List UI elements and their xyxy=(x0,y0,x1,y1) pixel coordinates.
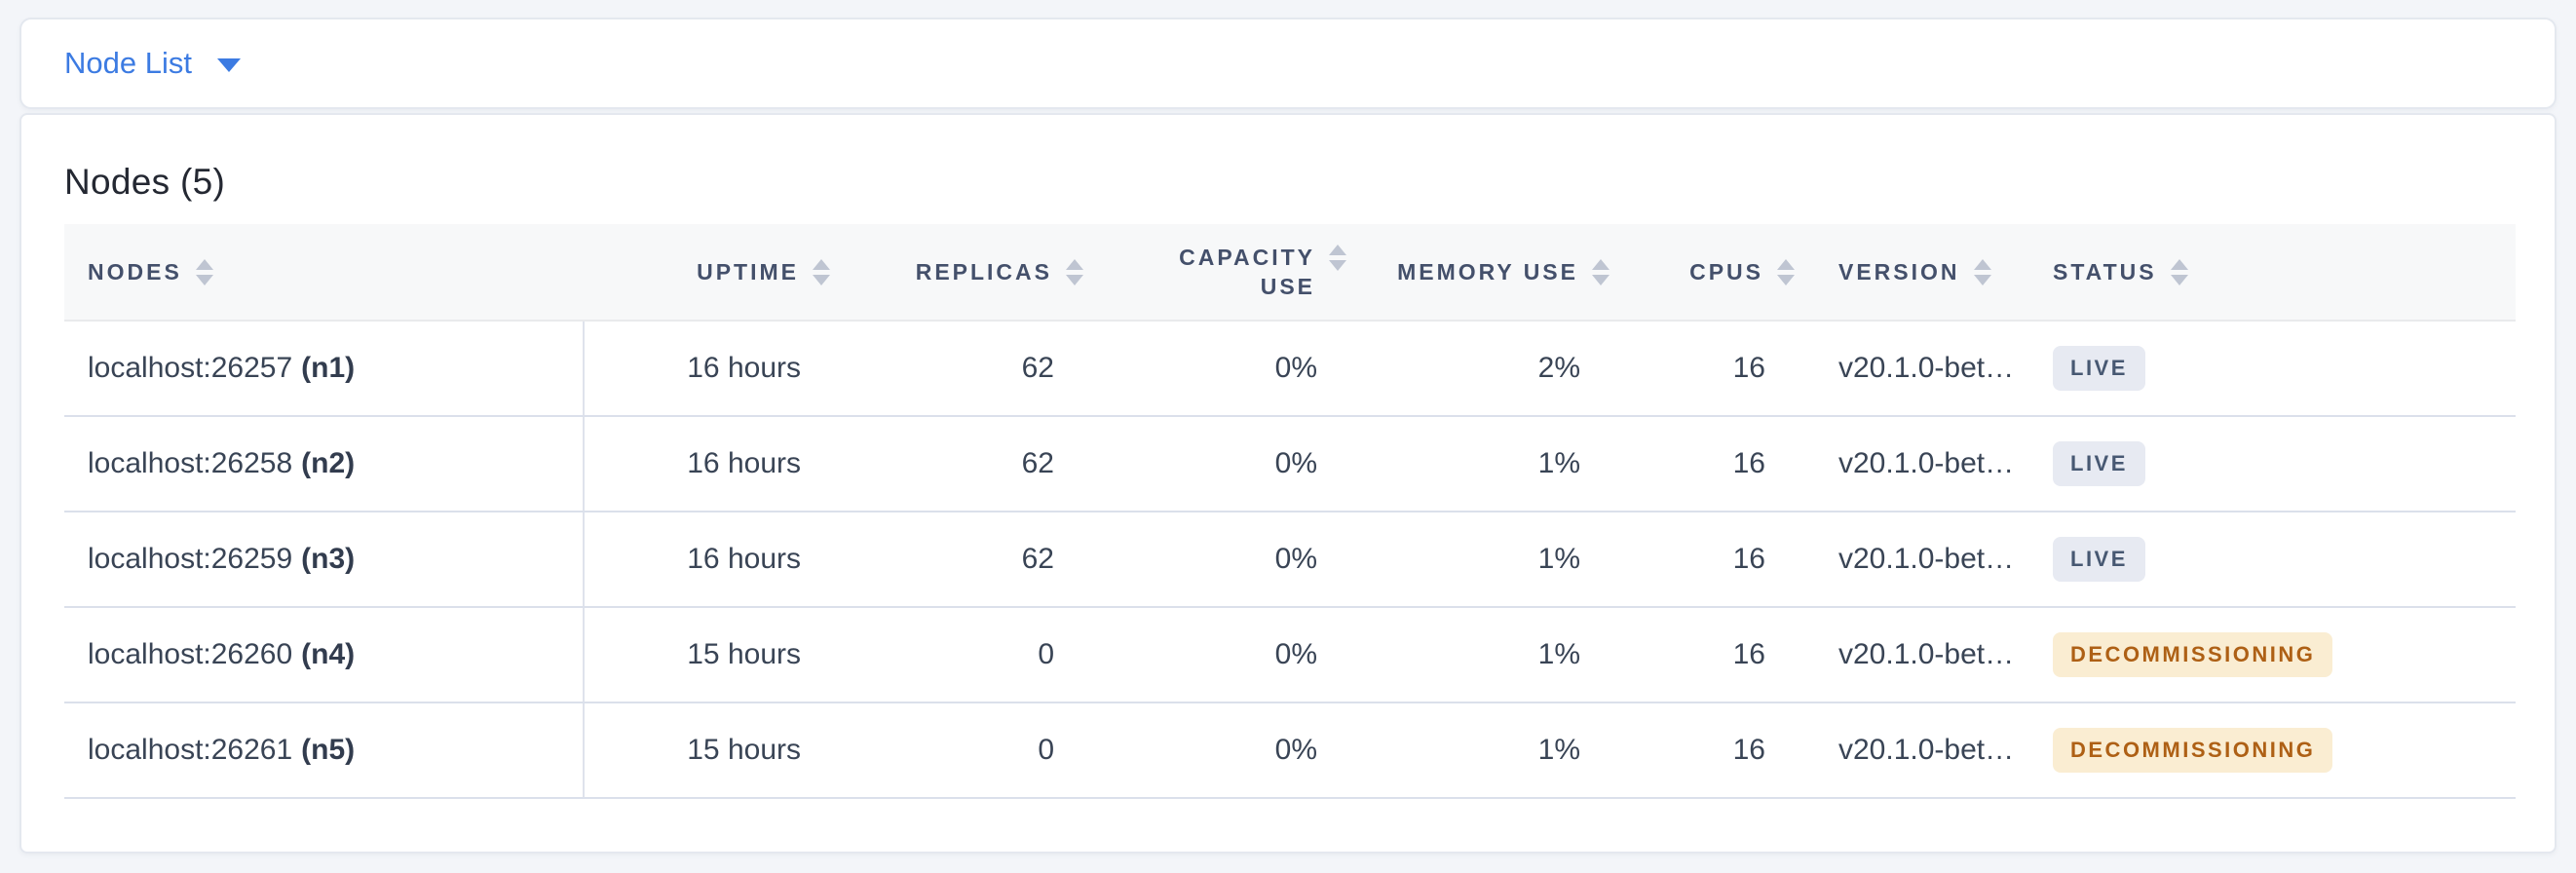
column-header-replicas[interactable]: REPLICAS xyxy=(840,224,1093,322)
status-badge: LIVE xyxy=(2053,441,2145,486)
uptime-cell: 16 hours xyxy=(584,512,840,608)
column-header-memory-use[interactable]: MEMORY USE xyxy=(1356,224,1619,322)
cpus-cell: 16 xyxy=(1619,607,1804,703)
status-cell: LIVE xyxy=(2033,512,2516,608)
capacity-use-cell: 0% xyxy=(1093,321,1356,417)
uptime-cell: 15 hours xyxy=(584,702,840,799)
page: Node List Nodes (5) NODES xyxy=(19,18,2557,854)
nodes-card: Nodes (5) NODES UPTIME xyxy=(19,113,2557,854)
status-cell: DECOMMISSIONING xyxy=(2033,702,2516,799)
capacity-use-cell: 0% xyxy=(1093,512,1356,608)
node-address-cell[interactable]: localhost:26258 (n2) xyxy=(64,416,585,512)
nodes-table: NODES UPTIME REPLICAS xyxy=(64,224,2516,799)
table-row: localhost:26260 (n4) 15 hours 0 0% 1% 16 … xyxy=(64,607,2516,703)
status-badge: DECOMMISSIONING xyxy=(2053,728,2333,773)
memory-use-cell: 1% xyxy=(1356,702,1619,799)
node-address-cell[interactable]: localhost:26259 (n3) xyxy=(64,512,585,608)
column-header-uptime[interactable]: UPTIME xyxy=(584,224,840,322)
memory-use-cell: 1% xyxy=(1356,607,1619,703)
view-selector-bar: Node List xyxy=(19,18,2557,109)
table-row: localhost:26258 (n2) 16 hours 62 0% 1% 16… xyxy=(64,416,2516,512)
cpus-cell: 16 xyxy=(1619,416,1804,512)
version-cell: v20.1.0-bet… xyxy=(1804,416,2033,512)
page-title: Nodes (5) xyxy=(64,162,226,202)
chevron-down-icon xyxy=(216,58,241,72)
version-cell: v20.1.0-bet… xyxy=(1804,702,2033,799)
capacity-use-cell: 0% xyxy=(1093,702,1356,799)
cpus-cell: 16 xyxy=(1619,512,1804,608)
version-cell: v20.1.0-bet… xyxy=(1804,321,2033,417)
sort-icon[interactable] xyxy=(2170,258,2188,285)
column-header-nodes[interactable]: NODES xyxy=(64,224,584,322)
table-row: localhost:26257 (n1) 16 hours 62 0% 2% 16… xyxy=(64,321,2516,417)
status-badge: LIVE xyxy=(2053,537,2145,582)
node-list-dropdown-label: Node List xyxy=(64,46,192,80)
capacity-use-cell: 0% xyxy=(1093,416,1356,512)
replicas-cell: 0 xyxy=(840,702,1093,799)
replicas-cell: 62 xyxy=(840,512,1093,608)
sort-icon[interactable] xyxy=(1592,258,1610,285)
sort-icon[interactable] xyxy=(1973,258,1991,285)
memory-use-cell: 1% xyxy=(1356,512,1619,608)
node-id: (n4) xyxy=(301,638,356,670)
memory-use-cell: 2% xyxy=(1356,321,1619,417)
sort-icon[interactable] xyxy=(1329,245,1346,271)
table-row: localhost:26261 (n5) 15 hours 0 0% 1% 16 … xyxy=(64,702,2516,799)
node-id: (n2) xyxy=(301,447,356,479)
node-list-dropdown[interactable]: Node List xyxy=(64,46,241,81)
cpus-cell: 16 xyxy=(1619,702,1804,799)
status-badge: DECOMMISSIONING xyxy=(2053,632,2333,677)
node-id: (n1) xyxy=(301,352,356,384)
node-address-cell[interactable]: localhost:26257 (n1) xyxy=(64,321,585,417)
status-cell: LIVE xyxy=(2033,321,2516,417)
column-header-cpus[interactable]: CPUS xyxy=(1619,224,1804,322)
replicas-cell: 0 xyxy=(840,607,1093,703)
uptime-cell: 15 hours xyxy=(584,607,840,703)
node-address-cell[interactable]: localhost:26261 (n5) xyxy=(64,702,585,799)
version-cell: v20.1.0-bet… xyxy=(1804,607,2033,703)
memory-use-cell: 1% xyxy=(1356,416,1619,512)
column-header-status[interactable]: STATUS xyxy=(2033,224,2516,322)
column-header-version[interactable]: VERSION xyxy=(1804,224,2033,322)
version-cell: v20.1.0-bet… xyxy=(1804,512,2033,608)
node-address-cell[interactable]: localhost:26260 (n4) xyxy=(64,607,585,703)
replicas-cell: 62 xyxy=(840,416,1093,512)
node-id: (n3) xyxy=(301,543,356,575)
sort-icon[interactable] xyxy=(1777,258,1795,285)
uptime-cell: 16 hours xyxy=(584,416,840,512)
status-cell: LIVE xyxy=(2033,416,2516,512)
sort-icon[interactable] xyxy=(195,258,213,285)
table-row: localhost:26259 (n3) 16 hours 62 0% 1% 16… xyxy=(64,512,2516,608)
sort-icon[interactable] xyxy=(813,258,830,285)
uptime-cell: 16 hours xyxy=(584,321,840,417)
status-cell: DECOMMISSIONING xyxy=(2033,607,2516,703)
replicas-cell: 62 xyxy=(840,321,1093,417)
sort-icon[interactable] xyxy=(1066,258,1083,285)
table-header-row: NODES UPTIME REPLICAS xyxy=(64,224,2516,322)
capacity-use-cell: 0% xyxy=(1093,607,1356,703)
cpus-cell: 16 xyxy=(1619,321,1804,417)
node-id: (n5) xyxy=(301,734,356,766)
status-badge: LIVE xyxy=(2053,346,2145,391)
column-header-capacity-use[interactable]: CAPACITY USE xyxy=(1093,224,1356,322)
